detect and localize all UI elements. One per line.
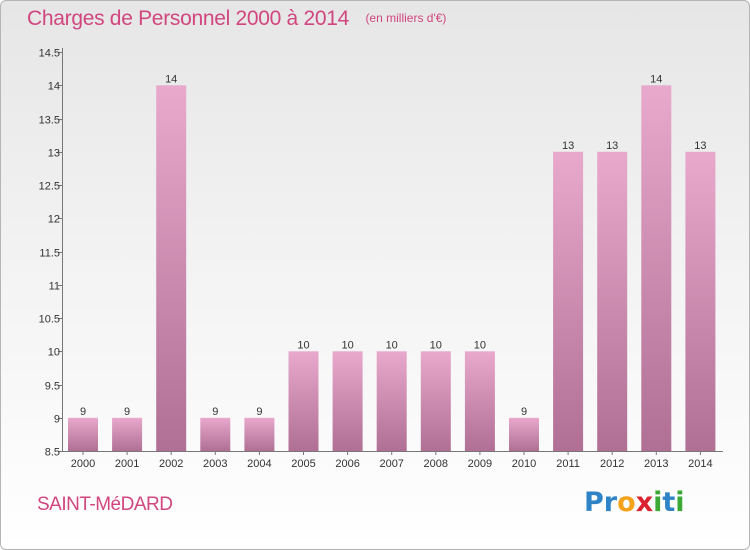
data-label: 9 bbox=[212, 406, 218, 418]
x-tick-label: 2003 bbox=[203, 458, 227, 470]
data-label: 13 bbox=[606, 140, 618, 152]
bar bbox=[597, 151, 628, 452]
logo-letter: i bbox=[675, 487, 685, 518]
x-tick-label: 2008 bbox=[424, 458, 448, 470]
bar bbox=[332, 351, 363, 452]
commune-name: SAINT-MéDARD bbox=[37, 494, 173, 515]
y-tick-label: 12 bbox=[48, 214, 60, 226]
data-label: 10 bbox=[297, 339, 309, 351]
y-tick-label: 12.5 bbox=[39, 181, 60, 193]
chart-data-labels: 9 9 14 9 9 10 10 10 10 10 9 13 13 14 13 bbox=[80, 73, 707, 418]
bar bbox=[68, 417, 98, 452]
chart-axes: 8.5 9 9.5 10 10.5 11 11.5 12 12.5 13 13.5 14 14.5 200… bbox=[39, 48, 723, 470]
logo-letter: P bbox=[584, 487, 604, 518]
bar bbox=[244, 417, 275, 452]
chart-title: Charges de Personnel 2000 à 2014 bbox=[27, 7, 349, 30]
bar bbox=[464, 351, 495, 452]
bar bbox=[376, 351, 407, 452]
x-tick-label: 2000 bbox=[71, 458, 95, 470]
bar bbox=[420, 351, 451, 452]
bar bbox=[509, 417, 539, 452]
x-tick-label: 2011 bbox=[556, 458, 580, 470]
x-tick-label: 2009 bbox=[468, 458, 492, 470]
y-tick-label: 8.5 bbox=[45, 447, 60, 459]
data-label: 9 bbox=[521, 406, 527, 418]
x-tick-label: 2010 bbox=[512, 458, 536, 470]
data-label: 10 bbox=[474, 339, 486, 351]
y-tick-label: 14.5 bbox=[39, 48, 60, 60]
y-tick-label: 14 bbox=[48, 81, 60, 93]
chart-subtitle: (en milliers d'€) bbox=[365, 11, 447, 25]
data-label: 10 bbox=[386, 339, 398, 351]
bar bbox=[685, 151, 716, 452]
y-tick-label: 11.5 bbox=[39, 248, 60, 260]
data-label: 9 bbox=[80, 406, 86, 418]
data-label: 14 bbox=[650, 73, 662, 85]
data-label: 14 bbox=[165, 73, 177, 85]
data-label: 13 bbox=[694, 140, 706, 152]
y-tick-label: 10 bbox=[48, 347, 60, 359]
y-tick-label: 10.5 bbox=[39, 314, 60, 326]
bar bbox=[288, 351, 319, 452]
data-label: 9 bbox=[124, 406, 130, 418]
chart-title-block: Charges de Personnel 2000 à 2014 (en mil… bbox=[27, 7, 446, 31]
x-tick-label: 2012 bbox=[600, 458, 624, 470]
proxiti-logo: Proxiti bbox=[584, 487, 685, 518]
bar bbox=[156, 85, 187, 452]
y-tick-label: 9.5 bbox=[45, 381, 60, 393]
logo-letter: r bbox=[603, 487, 618, 518]
data-label: 10 bbox=[430, 339, 442, 351]
bar bbox=[200, 417, 231, 452]
logo-letter: x bbox=[635, 487, 654, 518]
x-tick-label: 2014 bbox=[688, 458, 712, 470]
bar bbox=[641, 85, 672, 452]
data-label: 13 bbox=[562, 140, 574, 152]
x-tick-label: 2002 bbox=[159, 458, 183, 470]
bar bbox=[553, 151, 584, 452]
y-tick-label: 13 bbox=[48, 148, 60, 160]
y-tick-label: 11 bbox=[49, 281, 60, 293]
x-tick-label: 2013 bbox=[644, 458, 668, 470]
y-tick-label: 13.5 bbox=[39, 115, 60, 127]
bar bbox=[112, 417, 143, 452]
logo-letter: o bbox=[617, 487, 636, 518]
x-tick-label: 2005 bbox=[291, 458, 315, 470]
x-tick-label: 2001 bbox=[115, 458, 139, 470]
x-tick-label: 2006 bbox=[335, 458, 359, 470]
x-tick-label: 2007 bbox=[379, 458, 403, 470]
y-tick-label: 9 bbox=[54, 414, 60, 426]
logo-letter: t bbox=[662, 487, 676, 518]
data-label: 10 bbox=[341, 339, 353, 351]
chart-bars bbox=[68, 85, 716, 452]
x-tick-label: 2004 bbox=[247, 458, 271, 470]
logo-letter: i bbox=[653, 487, 663, 518]
data-label: 9 bbox=[256, 406, 262, 418]
